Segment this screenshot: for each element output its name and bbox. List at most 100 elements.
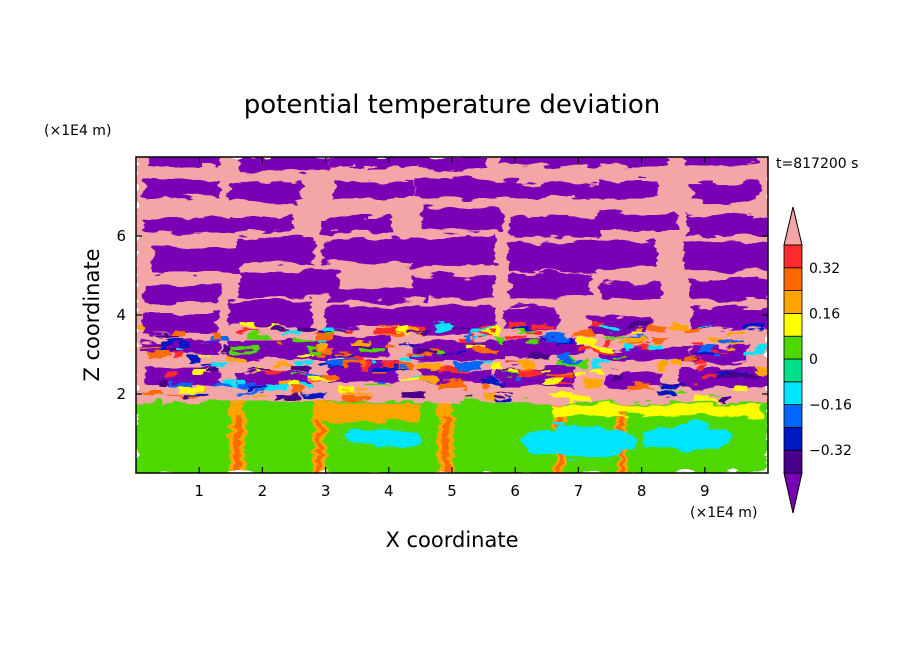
- mixing-cell: [517, 368, 543, 376]
- mixing-cell: [143, 393, 162, 397]
- mixing-cell: [440, 380, 453, 383]
- mixing-cell: [691, 361, 705, 364]
- cold-band: [229, 181, 301, 202]
- mixing-cell: [249, 332, 269, 338]
- cold-band: [507, 241, 600, 272]
- mixing-cell: [401, 342, 422, 345]
- mixing-cell: [546, 373, 573, 376]
- mixing-cell: [275, 341, 281, 348]
- colorbar-tick-label: 0.32: [809, 261, 840, 277]
- cold-band: [418, 368, 495, 383]
- cold-band: [231, 216, 293, 231]
- mixing-cell: [511, 326, 531, 332]
- cold-band: [411, 275, 495, 298]
- mixing-cell: [578, 347, 593, 353]
- mixing-cell: [277, 379, 291, 385]
- mixing-cell: [517, 366, 535, 371]
- cold-band: [321, 239, 420, 263]
- cold-band: [142, 312, 218, 334]
- mixing-cell: [398, 377, 426, 381]
- mixing-cell: [455, 361, 481, 368]
- cold-band: [507, 183, 608, 199]
- cold-band: [239, 270, 339, 297]
- mixing-cell: [519, 359, 533, 367]
- cold-band: [148, 157, 220, 168]
- cold-band: [410, 237, 496, 266]
- mixing-cell: [758, 366, 768, 374]
- mixing-cell: [472, 346, 499, 353]
- cold-band: [335, 181, 415, 198]
- mixing-cell: [173, 352, 183, 359]
- mixing-cell: [716, 353, 723, 356]
- colorbar-segment: [783, 290, 803, 314]
- mixing-cell: [558, 352, 571, 360]
- x-tick-label: 6: [510, 482, 520, 500]
- cold-band: [143, 286, 222, 305]
- mixing-cell: [627, 384, 650, 392]
- mixing-cell: [295, 325, 318, 330]
- mixing-cell: [476, 326, 490, 330]
- x-tick-label: 5: [447, 482, 457, 500]
- x-tick-label: 1: [194, 482, 204, 500]
- cold-band: [595, 213, 678, 231]
- cold-band: [508, 216, 601, 237]
- cold-band: [501, 157, 598, 166]
- mixing-cell: [343, 362, 364, 368]
- mixing-cell: [466, 335, 473, 341]
- mixing-cell: [322, 325, 336, 331]
- colorbar-tick-label: 0: [809, 352, 818, 368]
- mixing-cell: [292, 387, 303, 394]
- cold-band: [321, 216, 392, 233]
- mixing-cell: [605, 338, 612, 344]
- mixing-cell: [259, 384, 287, 391]
- mixing-cell: [563, 358, 579, 363]
- mixing-cell: [235, 383, 261, 388]
- mixing-cell: [702, 391, 721, 394]
- mixing-cell: [251, 394, 269, 397]
- mixing-cell: [710, 335, 723, 342]
- mixing-cell: [583, 380, 603, 385]
- mixing-cell: [426, 366, 447, 369]
- mixing-cell: [666, 325, 691, 329]
- mixing-cell: [298, 361, 316, 365]
- mixing-cell: [527, 354, 551, 359]
- mixing-cell: [362, 363, 370, 371]
- cold-band: [683, 242, 768, 271]
- mixing-cell: [308, 377, 334, 380]
- mixing-cell: [718, 339, 745, 344]
- mixing-cell: [403, 392, 427, 399]
- mixing-cell: [489, 393, 512, 396]
- mixing-cell: [612, 355, 628, 358]
- mixing-cell: [315, 331, 331, 339]
- mixing-cell: [180, 344, 192, 347]
- mixing-cell: [670, 358, 683, 366]
- mixing-cell: [632, 332, 645, 336]
- mixing-cell: [373, 367, 401, 370]
- colorbar-segment: [783, 404, 803, 428]
- mixing-cell: [306, 374, 321, 379]
- mixing-cell: [248, 384, 266, 389]
- mixing-cell: [550, 373, 572, 381]
- mixing-cell: [523, 331, 543, 334]
- y-unit-label: (×1E4 m): [44, 123, 111, 139]
- mixing-cell: [156, 344, 165, 352]
- mixing-cell: [670, 391, 684, 394]
- mixing-cell: [470, 360, 492, 365]
- mixing-cell: [434, 323, 451, 330]
- cold-band: [600, 348, 692, 361]
- mixing-cell: [295, 338, 315, 344]
- mixing-cell: [529, 341, 540, 346]
- mixing-cell: [165, 346, 176, 352]
- mixing-cell: [745, 351, 767, 355]
- mixing-cell: [701, 345, 712, 354]
- mixing-cell: [418, 362, 442, 369]
- mixing-cell: [534, 324, 557, 329]
- mixing-cell: [211, 332, 222, 340]
- x-axis-label: X coordinate: [385, 528, 518, 552]
- mixing-cell: [591, 350, 618, 353]
- mixing-cell: [729, 373, 756, 381]
- cold-band: [502, 340, 586, 357]
- cold-band: [598, 180, 658, 199]
- mixing-cell: [226, 355, 242, 362]
- mixing-cell: [157, 333, 177, 337]
